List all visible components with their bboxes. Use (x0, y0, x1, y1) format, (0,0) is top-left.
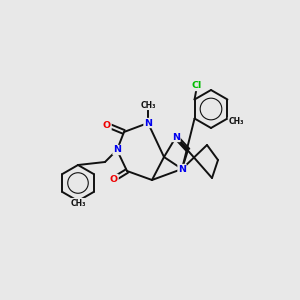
Text: N: N (113, 146, 121, 154)
Text: N: N (178, 164, 186, 173)
Text: N: N (172, 133, 180, 142)
Text: N: N (144, 118, 152, 127)
Text: CH₃: CH₃ (70, 199, 86, 208)
Text: CH₃: CH₃ (228, 118, 244, 127)
Text: O: O (110, 175, 118, 184)
Text: O: O (103, 121, 111, 130)
Text: Cl: Cl (192, 82, 202, 91)
Text: CH₃: CH₃ (140, 100, 156, 109)
